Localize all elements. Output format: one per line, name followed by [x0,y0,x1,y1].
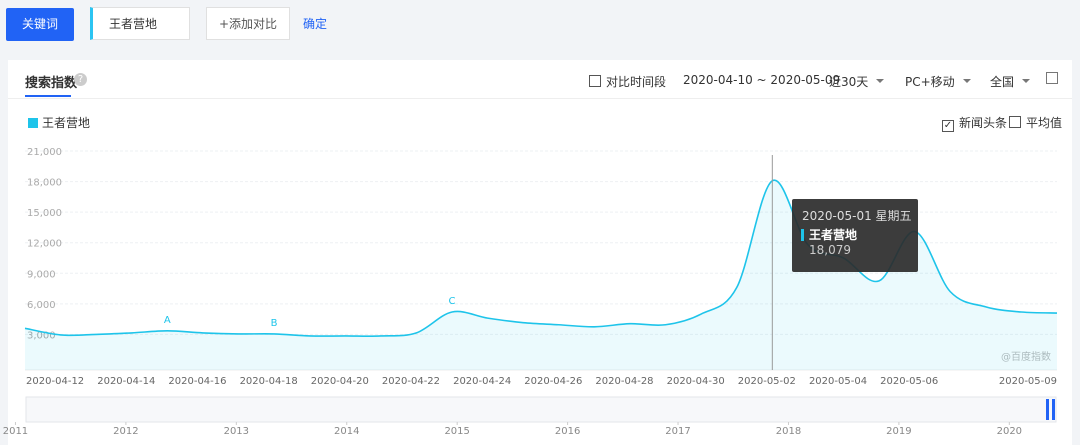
overview-tick-label: 2017 [665,426,690,437]
legend-swatch [28,118,38,128]
y-tick-label: 6,000 [27,300,56,311]
tooltip-swatch [801,229,804,241]
tooltip-series: 王者营地 [809,227,857,242]
keyword-input[interactable]: 王者营地 [90,7,190,40]
region-select[interactable]: 全国 [990,73,1030,90]
checkbox[interactable] [1009,116,1021,128]
confirm-link[interactable]: 确定 [303,17,328,31]
tooltip-title: 2020-05-01 星期五 [802,209,912,223]
help-icon[interactable]: ? [74,73,87,86]
watermark: @百度指数 [1001,350,1051,363]
x-tick-label: 2020-04-24 [453,376,511,387]
average-toggle[interactable]: 平均值 [1009,114,1062,131]
overview-handle[interactable] [1052,399,1055,420]
x-tick-label: 2020-04-14 [97,376,155,387]
x-tick-label: 2020-04-28 [595,376,653,387]
checkbox[interactable] [589,75,601,87]
y-tick-label: 21,000 [27,147,62,158]
y-tick-label: 12,000 [27,239,62,250]
period-select[interactable]: 近30天 [829,73,884,90]
overview-tick-label: 2011 [3,426,28,437]
device-select[interactable]: PC+移动 [905,73,971,90]
overview-track[interactable] [25,396,1057,423]
legend-label: 王者营地 [42,116,91,130]
x-tick-label: 2020-04-16 [168,376,226,387]
average-label: 平均值 [1026,116,1063,130]
x-tick-label: 2020-05-09 [999,376,1057,387]
tooltip-value: 18,079 [809,243,851,257]
date-range[interactable]: 2020-04-10 ~ 2020-05-09 [683,73,841,87]
news-label: 新闻头条 [959,116,1008,130]
panel-title: 搜索指数 [25,76,78,91]
x-tick-label: 2020-05-04 [809,376,867,387]
tooltip-box [792,199,918,272]
overview-tick-label: 2020 [997,426,1022,437]
area [25,180,1057,370]
overview-tick-label: 2013 [224,426,249,437]
y-tick-label: 15,000 [27,208,62,219]
keyword-button[interactable]: 关键词 [6,8,74,41]
x-tick-label: 2020-04-12 [26,376,84,387]
compare-period[interactable]: 对比时间段 [589,73,666,90]
overview-handle[interactable] [1046,399,1049,420]
y-tick-label: 18,000 [27,178,62,189]
add-compare-button[interactable]: +添加对比 [206,7,290,40]
news-marker: A [164,315,171,326]
x-tick-label: 2020-04-18 [240,376,298,387]
news-marker: C [449,296,456,307]
checkbox[interactable]: ✓ [942,120,954,132]
tab-underline [25,95,71,97]
x-tick-label: 2020-04-22 [382,376,440,387]
x-tick-label: 2020-04-30 [667,376,725,387]
share-icon[interactable] [1046,72,1058,84]
x-tick-label: 2020-04-26 [524,376,582,387]
y-tick-label: 9,000 [27,269,56,280]
x-tick-label: 2020-04-20 [311,376,369,387]
compare-period-label: 对比时间段 [606,75,667,89]
overview-tick-label: 2015 [444,426,469,437]
overview-tick-label: 2016 [555,426,580,437]
x-tick-label: 2020-05-06 [880,376,938,387]
legend: 王者营地 [28,114,90,131]
news-toggle[interactable]: ✓ 新闻头条 [942,114,1007,132]
overview-tick-label: 2014 [334,426,359,437]
divider [8,98,1072,99]
y-tick-label: 3,000 [27,330,56,341]
line [24,179,1058,337]
overview-tick-label: 2018 [776,426,801,437]
overview-tick-label: 2019 [886,426,911,437]
overview-tick-label: 2012 [113,426,138,437]
news-marker: B [271,318,278,329]
x-tick-label: 2020-05-02 [738,376,796,387]
